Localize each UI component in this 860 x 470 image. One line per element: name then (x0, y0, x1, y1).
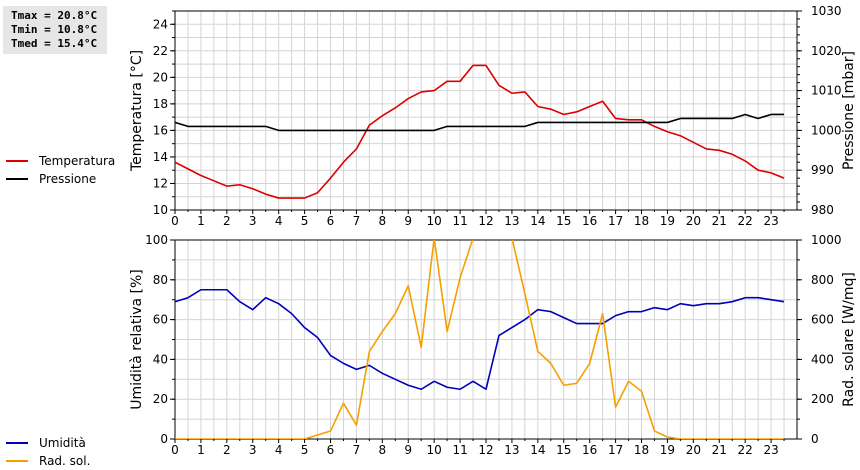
y-tick-label: 20 (153, 392, 168, 406)
legend-label-pressione: Pressione (39, 172, 97, 186)
y-right-axis-title: Pressione [mbar] (841, 51, 857, 170)
y-tick-label: 24 (153, 17, 168, 31)
legend-swatch-pressione (6, 178, 28, 180)
legend-swatch-temperatura (6, 160, 28, 162)
y-right-tick-label: 1020 (811, 44, 842, 58)
x-tick-label: 22 (738, 443, 753, 457)
x-tick-label: 5 (301, 443, 309, 457)
x-tick-label: 8 (379, 214, 387, 228)
stat-tmin: Tmin = 10.8°C (11, 23, 98, 36)
x-tick-label: 17 (608, 443, 623, 457)
x-tick-label: 7 (353, 214, 361, 228)
y-tick-label: 40 (153, 352, 168, 366)
x-tick-label: 23 (763, 443, 778, 457)
x-tick-label: 20 (686, 443, 701, 457)
x-tick-label: 3 (249, 443, 257, 457)
series-line-umidita (175, 288, 785, 391)
y-tick-label: 18 (153, 97, 168, 111)
x-tick-label: 18 (634, 443, 649, 457)
y-tick-label: 0 (160, 432, 168, 446)
y-axis-title: Temperatura [°C] (129, 50, 145, 172)
x-tick-label: 13 (504, 443, 519, 457)
x-tick-label: 12 (478, 214, 493, 228)
x-tick-label: 15 (556, 443, 571, 457)
panel-1: 0 1 2 3 4 5 6 7 8 9 10 11 12 13 14 15 16 17 18 19 20 21 22 2302… (129, 233, 857, 457)
x-tick-label: 19 (660, 214, 675, 228)
x-tick-label: 2 (223, 443, 231, 457)
weather-charts: 0 1 2 3 4 5 6 7 8 9 10 11 12 13 14 15 16 17 18 19 20 21 22 2310… (129, 4, 857, 457)
x-tick-label: 18 (634, 214, 649, 228)
y-tick-label: 10 (153, 203, 168, 217)
x-tick-label: 4 (275, 214, 283, 228)
y-tick-label: 20 (153, 70, 168, 84)
x-tick-label: 0 (171, 214, 179, 228)
y-right-tick-label: 1010 (811, 84, 842, 98)
x-tick-label: 8 (379, 443, 387, 457)
y-right-tick-label: 1030 (811, 4, 842, 18)
y-tick-label: 14 (153, 150, 168, 164)
x-tick-label: 6 (327, 214, 335, 228)
x-tick-label: 13 (504, 214, 519, 228)
x-tick-label: 23 (763, 214, 778, 228)
x-tick-label: 12 (478, 443, 493, 457)
panel-0: 0 1 2 3 4 5 6 7 8 9 10 11 12 13 14 15 16 17 18 19 20 21 22 2310… (129, 4, 857, 228)
x-tick-label: 0 (171, 443, 179, 457)
series-line-temperatura (175, 64, 785, 199)
x-tick-label: 21 (712, 443, 727, 457)
x-tick-label: 11 (452, 214, 467, 228)
y-tick-label: 60 (153, 313, 168, 327)
legend-label-umidita: Umidità (39, 436, 86, 450)
x-tick-label: 10 (427, 214, 442, 228)
y-tick-label: 100 (145, 233, 168, 247)
x-tick-label: 9 (404, 443, 412, 457)
x-tick-label: 14 (530, 443, 545, 457)
y-right-axis-title: Rad. solare [W/mq] (841, 272, 857, 407)
x-tick-label: 3 (249, 214, 257, 228)
y-tick-label: 80 (153, 273, 168, 287)
y-right-tick-label: 1000 (811, 123, 842, 137)
x-tick-label: 11 (452, 443, 467, 457)
legend-swatch-rad-sol (6, 460, 28, 462)
x-tick-label: 2 (223, 214, 231, 228)
grid (175, 11, 797, 210)
x-tick-label: 16 (582, 214, 597, 228)
x-tick-label: 6 (327, 443, 335, 457)
y-axis-title: Umidità relativa [%] (129, 269, 145, 410)
series-line-pressione (175, 113, 785, 132)
x-tick-label: 7 (353, 443, 361, 457)
y-right-tick-label: 600 (811, 313, 834, 327)
x-tick-label: 17 (608, 214, 623, 228)
y-tick-label: 22 (153, 44, 168, 58)
y-right-tick-label: 800 (811, 273, 834, 287)
y-right-tick-label: 980 (811, 203, 834, 217)
x-tick-label: 5 (301, 214, 309, 228)
x-tick-label: 4 (275, 443, 283, 457)
x-tick-label: 22 (738, 214, 753, 228)
y-right-tick-label: 1000 (811, 233, 842, 247)
x-tick-label: 21 (712, 214, 727, 228)
y-right-tick-label: 200 (811, 392, 834, 406)
stats-box: Tmax = 20.8°C Tmin = 10.8°C Tmed = 15.4°… (3, 6, 107, 54)
x-tick-label: 10 (427, 443, 442, 457)
y-right-tick-label: 400 (811, 352, 834, 366)
x-tick-label: 9 (404, 214, 412, 228)
x-tick-label: 15 (556, 214, 571, 228)
x-tick-label: 20 (686, 214, 701, 228)
stat-tmed: Tmed = 15.4°C (11, 37, 98, 50)
x-tick-label: 16 (582, 443, 597, 457)
grid (175, 240, 797, 439)
stat-tmax: Tmax = 20.8°C (11, 9, 98, 22)
x-tick-label: 1 (197, 443, 205, 457)
x-tick-label: 19 (660, 443, 675, 457)
legend-label-temperatura: Temperatura (39, 154, 116, 168)
x-tick-label: 1 (197, 214, 205, 228)
x-tick-label: 14 (530, 214, 545, 228)
y-tick-label: 16 (153, 123, 168, 137)
series-line-rad-sol (175, 240, 785, 439)
y-right-tick-label: 0 (811, 432, 819, 446)
y-tick-label: 12 (153, 176, 168, 190)
legend-swatch-umidita (6, 442, 28, 444)
y-right-tick-label: 990 (811, 163, 834, 177)
